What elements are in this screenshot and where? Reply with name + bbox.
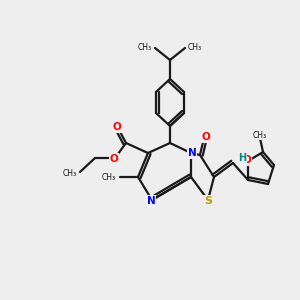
Text: N: N [188,148,196,158]
Text: O: O [202,132,210,142]
Text: CH₃: CH₃ [102,172,116,182]
Text: O: O [110,154,118,164]
Text: O: O [243,155,251,165]
Text: S: S [204,196,212,206]
Text: CH₃: CH₃ [138,44,152,52]
Text: N: N [147,196,155,206]
Text: CH₃: CH₃ [63,169,77,178]
Text: H: H [238,153,246,163]
Text: CH₃: CH₃ [188,44,202,52]
Text: CH₃: CH₃ [253,130,267,140]
Text: O: O [112,122,122,132]
